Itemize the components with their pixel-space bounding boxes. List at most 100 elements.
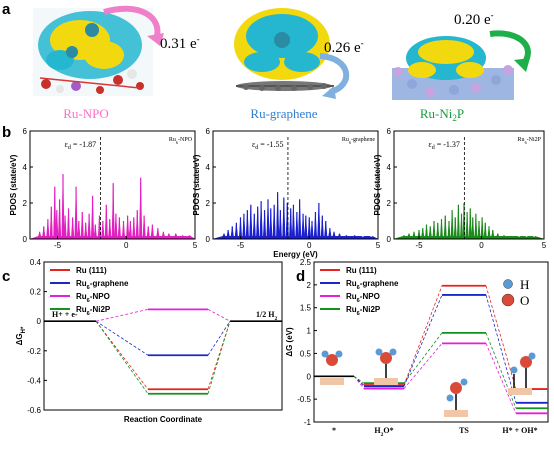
legend-label-c-1: Ru6-graphene <box>76 279 129 291</box>
panel-label-b: b <box>2 124 11 141</box>
connector-c-out-2 <box>207 309 231 322</box>
surface-slab-3 <box>508 388 532 395</box>
atom-legend-label-0: H <box>520 277 529 292</box>
hydrogen-atom-1-a <box>375 348 383 356</box>
ytick-label-b1-2: 4 <box>23 163 28 172</box>
structure-ru-ni2p <box>392 36 514 100</box>
ytick-label-b3-0: 0 <box>387 235 392 244</box>
inset-label-b1: Ru6-NPO <box>169 137 193 145</box>
ytick-label-b2-3: 6 <box>206 127 211 136</box>
charge-label-1: 0.31 e- <box>160 34 200 52</box>
category-label-d-3: H* + OH* <box>502 426 537 435</box>
legend-label-d-2: Ru6-NPO <box>346 292 380 304</box>
xlabel-c: Reaction Coordinate <box>124 415 203 424</box>
ytick-label-d-3: 0.5 <box>300 349 312 358</box>
connector-c-in-1 <box>95 320 149 356</box>
connector-d-2-2 <box>403 343 443 389</box>
legend-label-d-0: Ru (111) <box>346 266 377 275</box>
connector-d-2-3 <box>485 343 517 414</box>
legend-label-c-2: Ru6-NPO <box>76 292 110 304</box>
ytick-label-c-0: -0.6 <box>27 406 41 415</box>
ytick-label-b1-1: 2 <box>23 199 28 208</box>
pdos-area-b3 <box>393 202 545 240</box>
pdos-plot-npo: εd = -1.87 Ru6-NPO -5 0 5 0 2 4 6 PDOS (state/eV) <box>9 127 198 250</box>
connector-d-3-1 <box>353 375 365 384</box>
connector-c-out-0 <box>207 321 231 390</box>
ytick-label-c-4: 0.2 <box>30 288 42 297</box>
xtick-label-b3-2: 5 <box>542 241 547 250</box>
ytick-label-b1-0: 0 <box>23 235 28 244</box>
eps-label-b2: εd = -1.55 <box>252 140 284 151</box>
hydrogen-atom-3-b <box>528 352 536 360</box>
hydrogen-atom-2-a <box>460 378 468 386</box>
structure-ru-npo <box>33 8 153 96</box>
connector-c-out-1 <box>207 320 231 356</box>
ytick-label-c-2: -0.2 <box>27 347 41 356</box>
connector-d-2-1 <box>353 376 365 389</box>
xtick-label-b1-1: 0 <box>124 241 129 250</box>
ytick-label-b2-0: 0 <box>206 235 211 244</box>
oxygen-atom-1 <box>380 352 392 364</box>
ytick-label-c-5: 0.4 <box>30 258 42 267</box>
charge-arrowhead-3 <box>514 58 530 72</box>
connector-d-1-2 <box>403 294 443 387</box>
legend-label-c-3: Ru6-Ni2P <box>76 305 111 317</box>
inset-label-b3: Ru6-Ni2P <box>518 137 542 145</box>
ytick-label-b3-3: 6 <box>387 127 392 136</box>
ytick-label-d-6: 2 <box>307 281 312 290</box>
charge-arrowhead-1 <box>147 33 164 46</box>
xtick-label-b2-0: -5 <box>237 241 245 250</box>
ytick-label-d-2: 0 <box>307 372 312 381</box>
ylabel-c: ΔGH* <box>15 326 27 345</box>
atom-legend-icon-0 <box>503 279 513 289</box>
molecule-illustration-0 <box>320 350 344 385</box>
frame-c <box>43 261 283 411</box>
xtick-label-b2-2: 5 <box>376 241 381 250</box>
inset-label-b2: Ru6-graphene <box>342 137 375 145</box>
frame-d <box>313 261 549 423</box>
ylabel-b2: PDOS (state/eV) <box>192 154 201 215</box>
ylabel-b1: PDOS (state/eV) <box>9 154 18 215</box>
ytick-label-d-1: -0.5 <box>297 395 311 404</box>
xtick-label-b3-0: -5 <box>415 241 423 250</box>
charge-arrow-1 <box>103 5 161 41</box>
state-label-c-2: 1/2 H2 <box>256 310 277 322</box>
category-label-d-1: H2O* <box>374 426 393 438</box>
pdos-frame-b3 <box>393 130 545 240</box>
oxygen-atom-0 <box>326 354 338 366</box>
eps-label-b1: εd = -1.87 <box>65 140 97 151</box>
surface-slab-0 <box>320 378 344 385</box>
ytick-label-d-0: -1 <box>304 418 312 427</box>
ytick-label-b3-1: 2 <box>387 199 392 208</box>
xtick-label-b3-1: 0 <box>479 241 484 250</box>
xtick-label-b1-2: 5 <box>193 241 198 250</box>
ytick-label-d-7: 2.5 <box>300 258 312 267</box>
ytick-label-c-1: -0.4 <box>27 376 41 385</box>
connector-d-3-2 <box>403 332 443 384</box>
panel-label-d: d <box>296 268 305 285</box>
surface-slab-1 <box>374 378 398 385</box>
category-label-d-0: * <box>332 426 336 435</box>
charge-arrow-2 <box>319 53 350 95</box>
ytick-label-b2-1: 2 <box>206 199 211 208</box>
pdos-frame-b1 <box>29 130 196 240</box>
connector-c-in-3 <box>95 320 149 394</box>
connector-d-1-3 <box>485 294 517 403</box>
water-dissociation-plot: -1-0.500.511.522.5Ru (111)Ru6-grapheneRu… <box>285 258 549 438</box>
ytick-label-b3-2: 4 <box>387 163 392 172</box>
hydrogen-atom-0-a <box>321 350 329 358</box>
xtick-label-b2-1: 0 <box>307 241 312 250</box>
hydrogen-atom-1-b <box>389 348 397 356</box>
atom-legend-icon-1 <box>501 293 515 307</box>
state-label-c-0: H+ + e- <box>52 310 78 319</box>
connector-c-in-2 <box>95 308 149 322</box>
legend-label-d-1: Ru6-graphene <box>346 279 399 291</box>
surface-slab-2 <box>444 410 468 417</box>
connector-d-3-3 <box>485 332 517 409</box>
molecule-illustration-2 <box>444 378 468 417</box>
ytick-label-c-3: 0 <box>37 317 42 326</box>
hydrogen-atom-0-b <box>335 350 343 358</box>
